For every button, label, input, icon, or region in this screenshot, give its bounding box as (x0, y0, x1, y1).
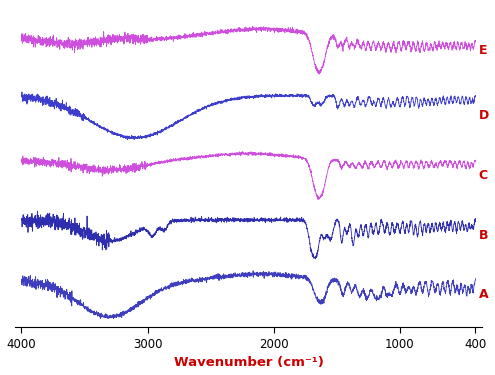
Text: B: B (479, 229, 488, 242)
Text: E: E (479, 44, 487, 57)
Text: D: D (479, 110, 489, 122)
X-axis label: Wavenumber (cm⁻¹): Wavenumber (cm⁻¹) (174, 357, 323, 369)
Text: C: C (479, 169, 488, 182)
Text: A: A (479, 288, 488, 301)
